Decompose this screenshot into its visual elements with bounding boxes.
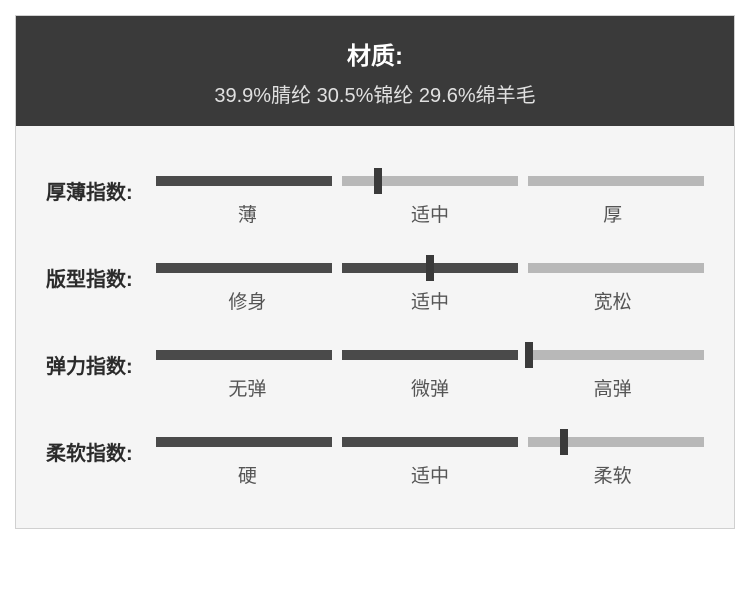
gauge: 薄适中厚 xyxy=(156,176,704,227)
gauge-knob xyxy=(560,429,568,455)
gauge-knob xyxy=(374,168,382,194)
gauge-segment xyxy=(156,176,332,186)
gauge-row: 柔软指数:硬适中柔软 xyxy=(46,437,704,488)
header-title: 材质: xyxy=(16,36,734,71)
header: 材质: 39.9%腈纶 30.5%锦纶 29.6%绵羊毛 xyxy=(16,16,734,126)
gauge-labels: 薄适中厚 xyxy=(156,200,704,227)
gauge-labels: 无弹微弹高弹 xyxy=(156,374,704,401)
gauge-seg-label: 硬 xyxy=(156,461,339,488)
body: 厚薄指数:薄适中厚版型指数:修身适中宽松弹力指数:无弹微弹高弹柔软指数:硬适中柔… xyxy=(16,126,734,528)
gauge-seg-label: 高弹 xyxy=(521,374,704,401)
gauge-seg-label: 修身 xyxy=(156,287,339,314)
gauge-seg-label: 微弹 xyxy=(339,374,522,401)
row-label: 版型指数: xyxy=(46,263,156,292)
row-label: 弹力指数: xyxy=(46,350,156,379)
gauge-seg-label: 适中 xyxy=(339,287,522,314)
gauge-labels: 修身适中宽松 xyxy=(156,287,704,314)
gauge-segment xyxy=(342,350,518,360)
gauge-track xyxy=(156,437,704,447)
gauge-segment xyxy=(528,176,704,186)
row-label: 柔软指数: xyxy=(46,437,156,466)
gauge: 修身适中宽松 xyxy=(156,263,704,314)
gauge-row: 弹力指数:无弹微弹高弹 xyxy=(46,350,704,401)
gauge-labels: 硬适中柔软 xyxy=(156,461,704,488)
gauge: 无弹微弹高弹 xyxy=(156,350,704,401)
container: 材质: 39.9%腈纶 30.5%锦纶 29.6%绵羊毛 厚薄指数:薄适中厚版型… xyxy=(0,0,750,544)
gauge-seg-label: 柔软 xyxy=(521,461,704,488)
gauge-seg-label: 无弹 xyxy=(156,374,339,401)
gauge-segment xyxy=(156,350,332,360)
gauge-track xyxy=(156,176,704,186)
gauge-track xyxy=(156,263,704,273)
gauge-track xyxy=(156,350,704,360)
gauge: 硬适中柔软 xyxy=(156,437,704,488)
material-panel: 材质: 39.9%腈纶 30.5%锦纶 29.6%绵羊毛 厚薄指数:薄适中厚版型… xyxy=(15,15,735,529)
gauge-row: 厚薄指数:薄适中厚 xyxy=(46,176,704,227)
gauge-segment xyxy=(156,437,332,447)
gauge-row: 版型指数:修身适中宽松 xyxy=(46,263,704,314)
gauge-seg-label: 宽松 xyxy=(521,287,704,314)
gauge-segment xyxy=(342,176,518,186)
gauge-seg-label: 适中 xyxy=(339,461,522,488)
gauge-knob xyxy=(525,342,533,368)
gauge-segment xyxy=(156,263,332,273)
row-label: 厚薄指数: xyxy=(46,176,156,205)
gauge-segment xyxy=(528,263,704,273)
gauge-knob xyxy=(426,255,434,281)
gauge-segment xyxy=(528,350,704,360)
gauge-seg-label: 适中 xyxy=(339,200,522,227)
gauge-segment xyxy=(528,437,704,447)
header-subtitle: 39.9%腈纶 30.5%锦纶 29.6%绵羊毛 xyxy=(16,79,734,108)
gauge-seg-label: 薄 xyxy=(156,200,339,227)
gauge-seg-label: 厚 xyxy=(521,200,704,227)
gauge-segment xyxy=(342,437,518,447)
